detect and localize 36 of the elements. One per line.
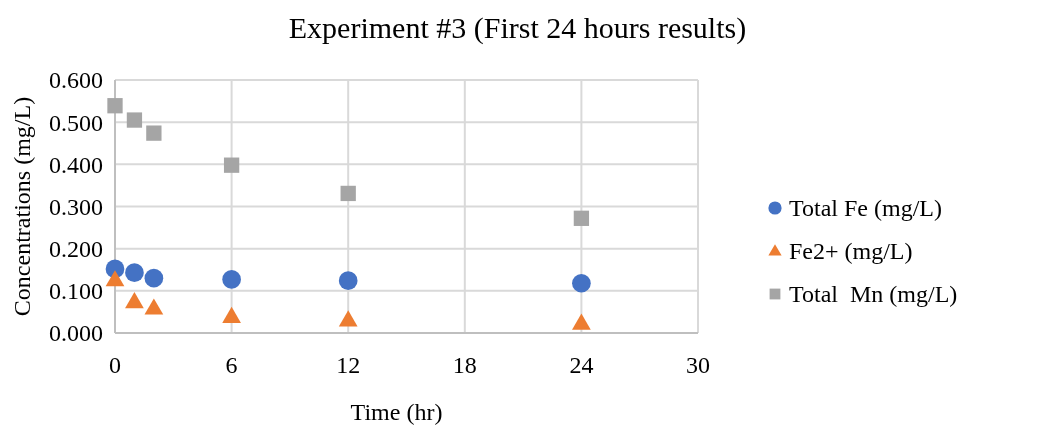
y-tick-label: 0.400 xyxy=(49,151,103,178)
x-tick-label: 12 xyxy=(336,352,361,378)
point xyxy=(146,125,162,141)
y-tick-label: 0.000 xyxy=(49,320,103,347)
point xyxy=(222,306,241,324)
point xyxy=(222,270,241,289)
x-tick-label: 18 xyxy=(452,352,477,378)
legend-label: Total Mn (mg/L) xyxy=(789,281,958,308)
point xyxy=(144,268,164,288)
point xyxy=(340,185,356,202)
y-axis-title: Concentrations (mg/L) xyxy=(9,96,35,317)
y-tick-label: 0.300 xyxy=(49,193,103,220)
point xyxy=(572,313,591,330)
point xyxy=(125,263,144,283)
x-tick-label: 6 xyxy=(225,352,238,378)
x-tick-label: 0 xyxy=(109,352,121,378)
point xyxy=(144,298,164,315)
point xyxy=(105,270,125,287)
point xyxy=(338,271,358,291)
point xyxy=(573,210,590,226)
x-tick-label: 30 xyxy=(686,352,710,378)
point xyxy=(107,98,123,114)
x-tick-label: 24 xyxy=(569,352,594,378)
x-axis-title: Time (hr) xyxy=(350,399,443,425)
legend-label: Fe2+ (mg/L) xyxy=(789,238,913,265)
point xyxy=(223,157,240,173)
point xyxy=(125,292,144,309)
point xyxy=(572,273,591,293)
point xyxy=(126,112,143,128)
y-tick-label: 0.600 xyxy=(49,67,103,94)
chart-title: Experiment #3 (First 24 hours results) xyxy=(288,11,747,45)
point xyxy=(338,310,358,327)
y-tick-label: 0.100 xyxy=(49,278,103,305)
y-tick-label: 0.200 xyxy=(49,236,103,263)
legend-label: Total Fe (mg/L) xyxy=(789,195,942,222)
y-tick-label: 0.500 xyxy=(49,109,103,136)
